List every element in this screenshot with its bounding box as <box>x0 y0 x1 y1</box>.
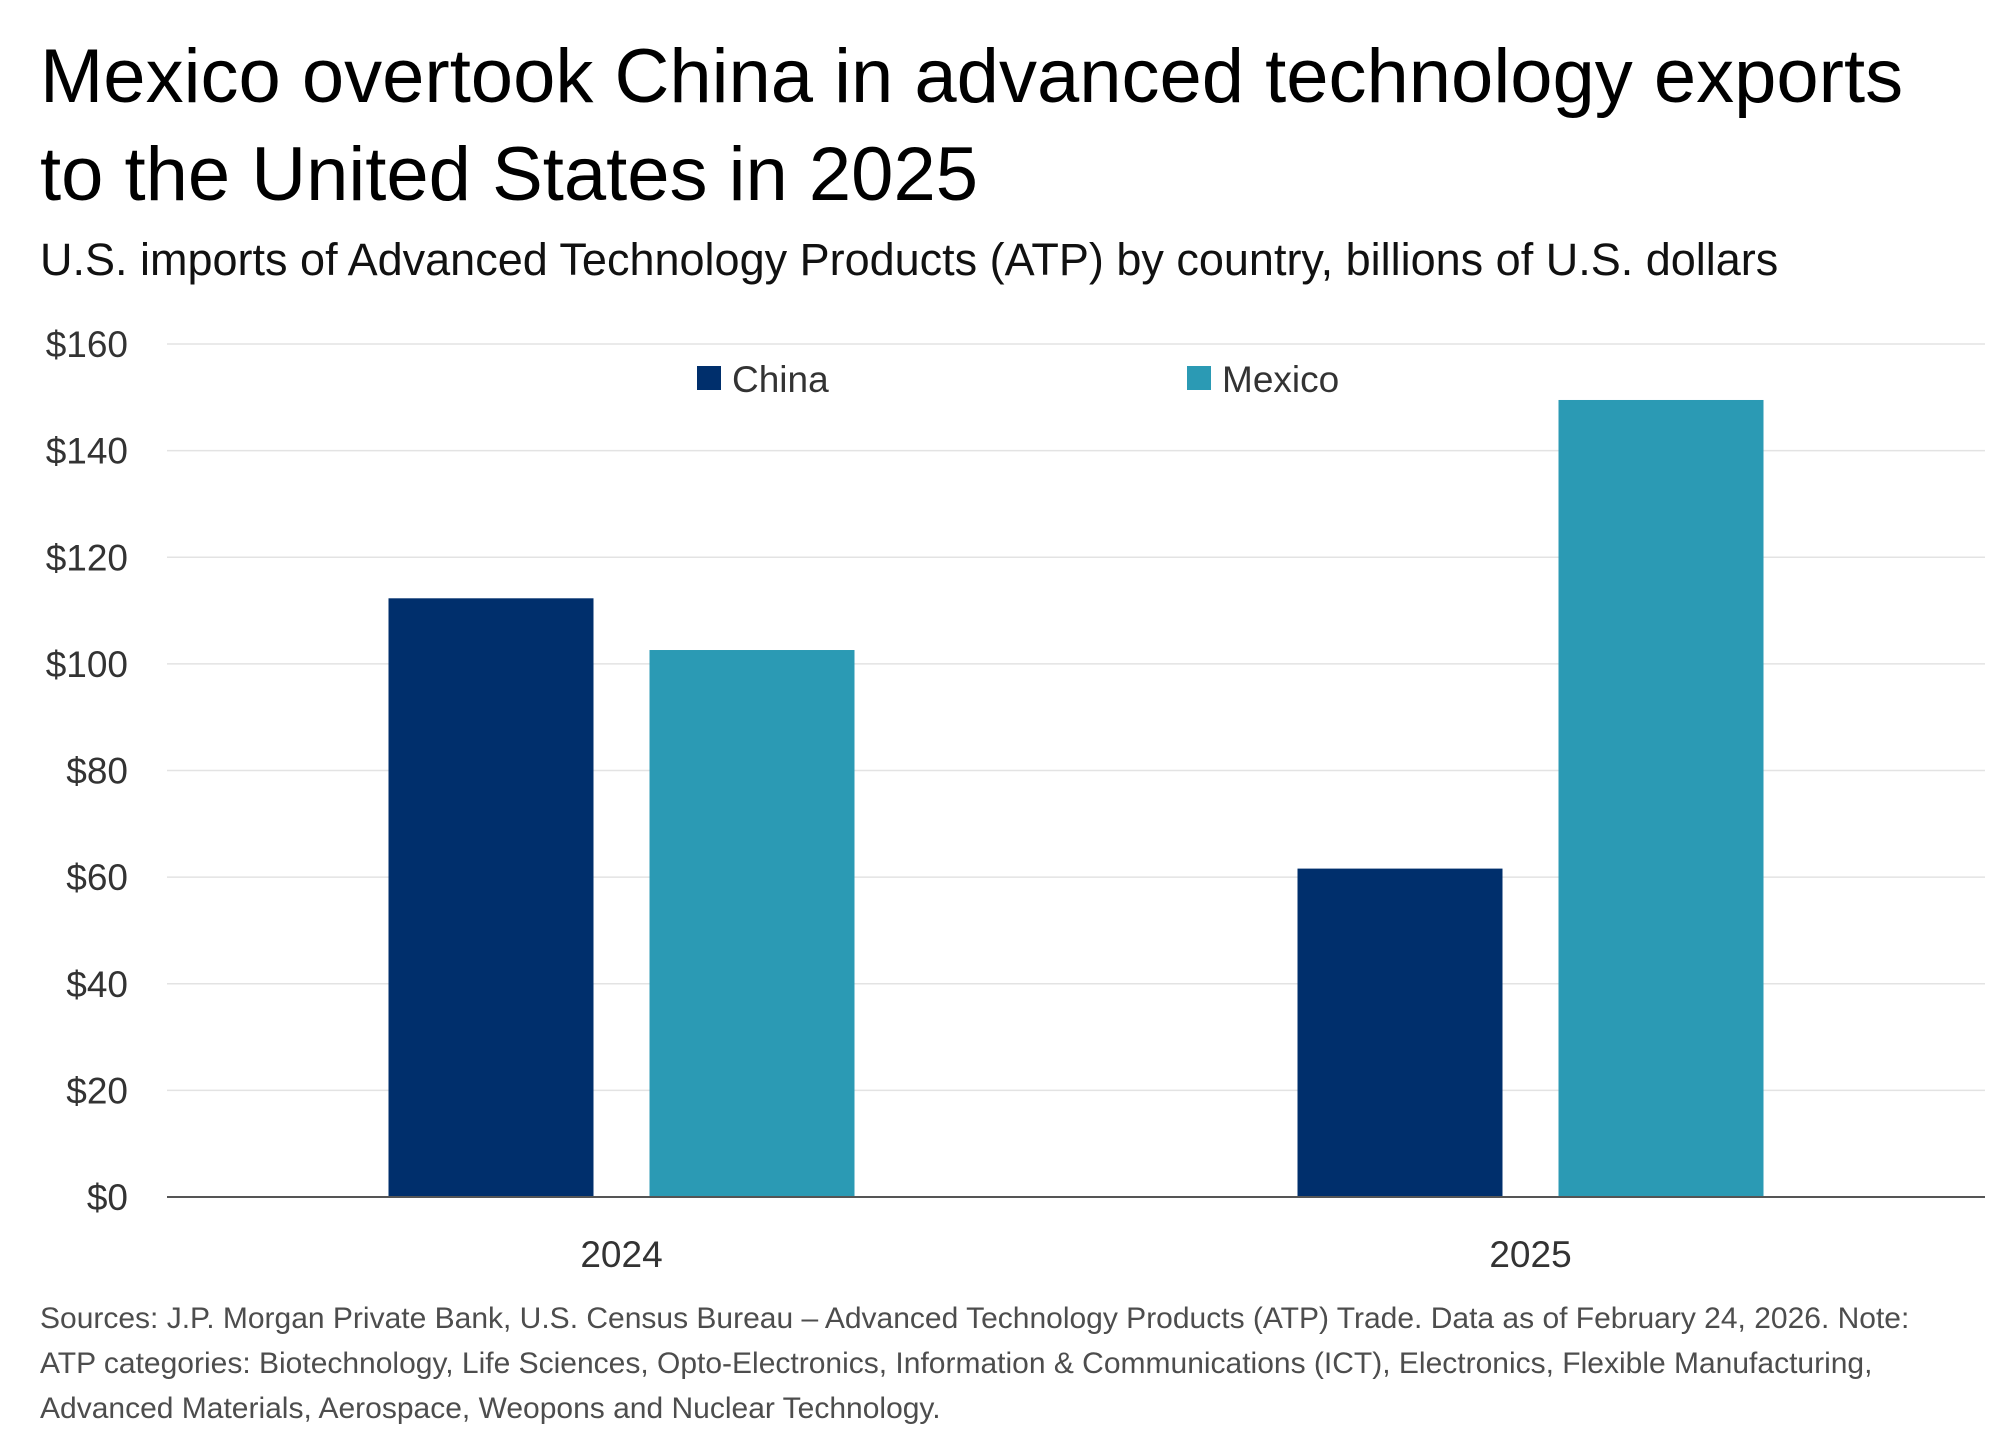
legend-swatch-mexico <box>1187 366 1211 390</box>
chart-subtitle: U.S. imports of Advanced Technology Prod… <box>40 234 1779 285</box>
legend-swatch-china <box>697 366 721 390</box>
y-tick-label: $140 <box>46 431 128 472</box>
legend-label-mexico: Mexico <box>1222 359 1339 400</box>
axes: $0 $20 $40 $60 $80 $100 $120 $140 $160 2024 2025 <box>46 324 1985 1275</box>
bar-china-2025 <box>1297 868 1503 1197</box>
x-tick-label: 2025 <box>1489 1234 1571 1275</box>
bar-mexico-2024 <box>649 650 855 1197</box>
y-tick-label: $0 <box>87 1177 128 1218</box>
legend: China Mexico <box>697 359 1339 400</box>
bar-mexico-2025 <box>1558 399 1764 1197</box>
bars <box>388 399 1764 1197</box>
y-tick-label: $40 <box>66 964 128 1005</box>
y-tick-label: $80 <box>66 751 128 792</box>
chart-title: Mexico overtook China in advanced techno… <box>40 34 1904 217</box>
bar-china-2024 <box>388 598 594 1197</box>
bar-chart: $0 $20 $40 $60 $80 $100 $120 $140 $160 2024 2025 C… <box>46 324 1985 1275</box>
legend-label-china: China <box>732 359 829 400</box>
y-tick-label: $100 <box>46 644 128 685</box>
y-tick-label: $60 <box>66 857 128 898</box>
y-tick-label: $120 <box>46 537 128 578</box>
y-tick-label: $160 <box>46 324 128 365</box>
x-tick-label: 2024 <box>580 1234 662 1275</box>
source-note: Sources: J.P. Morgan Private Bank, U.S. … <box>40 1302 1910 1425</box>
y-tick-label: $20 <box>66 1070 128 1111</box>
